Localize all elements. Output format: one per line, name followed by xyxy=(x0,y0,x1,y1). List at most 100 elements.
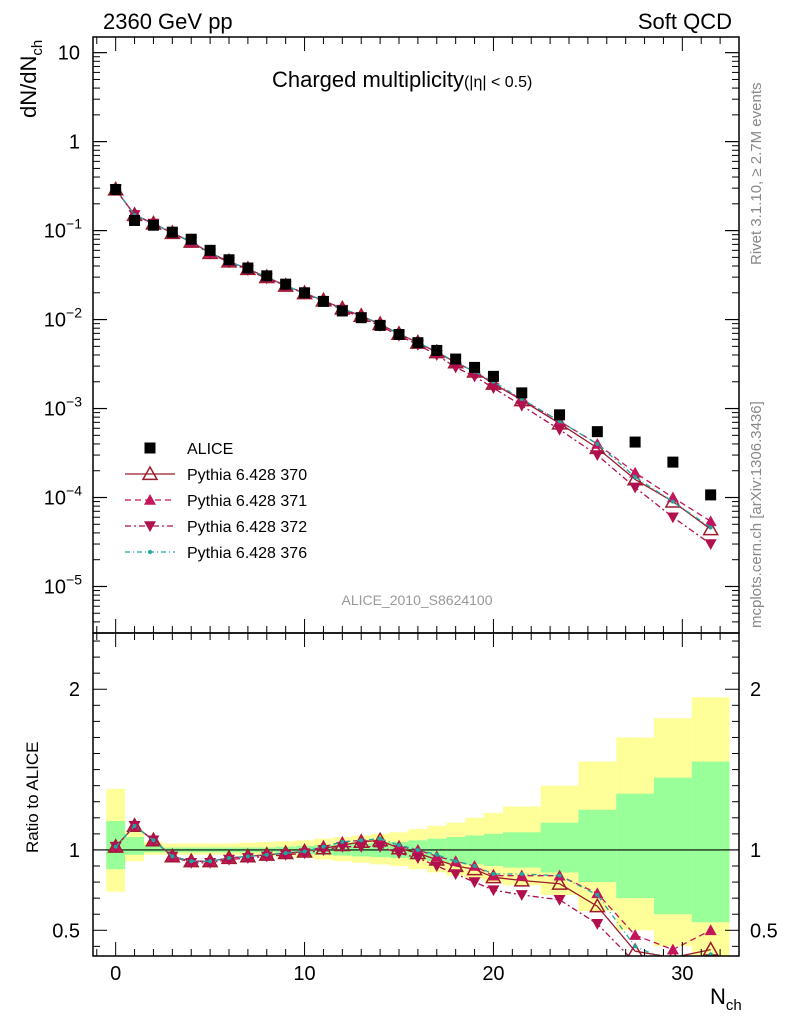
ratio-point-pythia-6-428-372 xyxy=(629,958,641,969)
ratio-band-inner xyxy=(540,822,579,873)
ratio-point-pythia-6-428-372 xyxy=(515,890,528,901)
ratio-point-pythia-6-428-370 xyxy=(589,897,606,913)
analysis-id: ALICE_2010_S8624100 xyxy=(341,592,492,608)
main-point-alice xyxy=(412,337,424,349)
ratio-point-pythia-6-428-376 xyxy=(397,843,401,848)
ratio-point-pythia-6-428-372 xyxy=(374,841,387,853)
main-point-pythia-6-428-372 xyxy=(591,450,604,462)
main-point-alice xyxy=(355,312,367,324)
ratio-point-pythia-6-428-371 xyxy=(666,943,679,955)
ratio-point-pythia-6-428-372 xyxy=(223,854,235,866)
ratio-y-tick-label-right: 1 xyxy=(750,840,761,862)
main-point-pythia-6-428-372 xyxy=(449,362,462,374)
main-y-tick-label: 10−4 xyxy=(44,483,82,510)
main-point-pythia-6-428-376 xyxy=(633,475,638,480)
legend-label: Pythia 6.428 370 xyxy=(187,467,307,484)
main-axes: 10 1 10−1 10−2 10−3 10−4 10−5 xyxy=(44,37,740,634)
ratio-point-pythia-6-428-376 xyxy=(415,847,420,852)
main-point-alice xyxy=(185,233,197,245)
chart-title: Charged multiplicity(|η| < 0.5) xyxy=(272,67,532,92)
x-tick-label: 20 xyxy=(482,963,504,985)
ratio-point-pythia-6-428-376 xyxy=(708,952,713,956)
main-point-alice xyxy=(554,409,566,421)
x-tick-label: 10 xyxy=(293,963,315,985)
ratio-point-pythia-6-428-372 xyxy=(449,869,462,881)
ratio-point-pythia-6-428-371 xyxy=(704,924,717,936)
main-point-pythia-6-428-370 xyxy=(702,520,719,536)
main-point-alice xyxy=(223,254,235,266)
main-point-alice xyxy=(147,219,159,231)
x-tick-label: 30 xyxy=(671,963,693,985)
legend-label: Pythia 6.428 376 xyxy=(187,545,307,562)
ratio-bands xyxy=(106,697,730,956)
main-point-alice xyxy=(110,183,122,195)
ratio-series xyxy=(107,817,719,969)
ratio-point-pythia-6-428-372 xyxy=(317,845,330,856)
header-right: Soft QCD xyxy=(638,9,732,34)
y-axis-label-ratio: Ratio to ALICE xyxy=(23,741,42,853)
main-point-pythia-6-428-376 xyxy=(595,441,600,446)
ratio-point-pythia-6-428-372 xyxy=(553,894,566,906)
ratio-band-inner xyxy=(691,761,730,923)
legend-marker xyxy=(144,521,156,532)
ratio-point-pythia-6-428-371 xyxy=(591,887,604,899)
mcplots-label: mcplots.cern.ch [arXiv:1306.3436] xyxy=(748,401,765,628)
ratio-point-pythia-6-428-376 xyxy=(633,944,638,949)
ratio-point-pythia-6-428-372 xyxy=(411,853,424,864)
ratio-point-pythia-6-428-376 xyxy=(519,872,524,877)
ratio-y-tick-label-left: 2 xyxy=(69,679,80,701)
chart-title-main: Charged multiplicity xyxy=(272,67,464,92)
main-point-pythia-6-428-372 xyxy=(487,383,500,395)
main-y-tick-label: 1 xyxy=(69,132,80,154)
main-point-alice xyxy=(166,226,178,238)
rivet-label: Rivet 3.1.10, ≥ 2.7M events xyxy=(748,83,765,266)
main-point-pythia-6-428-376 xyxy=(670,499,675,504)
main-y-tick-label: 10−1 xyxy=(44,216,82,243)
ratio-point-pythia-6-428-376 xyxy=(557,873,562,878)
main-point-alice xyxy=(393,328,405,340)
main-point-alice xyxy=(129,214,141,226)
ratio-point-pythia-6-428-372 xyxy=(487,885,500,897)
ratio-point-pythia-6-428-376 xyxy=(434,852,439,857)
ratio-point-pythia-6-428-372 xyxy=(336,841,349,853)
ratio-point-pythia-6-428-376 xyxy=(340,839,345,844)
header-left: 2360 GeV pp xyxy=(103,9,233,34)
main-point-pythia-6-428-376 xyxy=(708,525,713,530)
ratio-point-pythia-6-428-372 xyxy=(591,919,604,930)
main-line-pythia-6-428-372 xyxy=(115,189,712,545)
ratio-y-tick-label-left: 0.5 xyxy=(52,920,80,942)
legend-label: Pythia 6.428 372 xyxy=(187,519,307,536)
ratio-band-inner xyxy=(144,845,163,853)
chart-title-suffix: (|η| < 0.5) xyxy=(464,74,532,91)
ratio-point-pythia-6-428-376 xyxy=(264,852,269,857)
main-point-alice xyxy=(450,353,462,365)
ratio-point-pythia-6-428-376 xyxy=(321,844,326,849)
ratio-point-pythia-6-428-372 xyxy=(430,861,443,873)
ratio-point-pythia-6-428-376 xyxy=(208,859,213,864)
main-panel: 10 1 10−1 10−2 10−3 10−4 10−5 Charged multipli… xyxy=(16,36,740,634)
main-point-alice xyxy=(242,262,254,274)
legend-marker xyxy=(144,442,156,454)
main-point-alice xyxy=(705,489,717,501)
ratio-point-pythia-6-428-376 xyxy=(113,844,118,849)
ratio-point-pythia-6-428-376 xyxy=(170,854,175,859)
x-axis-label: Nch xyxy=(710,984,742,1014)
ratio-point-pythia-6-428-372 xyxy=(298,848,311,860)
ratio-point-pythia-6-428-376 xyxy=(132,823,137,828)
main-point-alice xyxy=(280,278,292,290)
main-point-alice xyxy=(591,426,603,438)
main-point-alice xyxy=(204,244,216,256)
ratio-point-pythia-6-428-376 xyxy=(453,859,458,864)
ratio-point-pythia-6-428-376 xyxy=(378,836,383,841)
main-point-pythia-6-428-372 xyxy=(553,424,566,436)
main-point-alice xyxy=(431,344,443,356)
ratio-point-pythia-6-428-376 xyxy=(151,838,156,843)
ratio-line-pythia-6-428-371 xyxy=(115,824,711,951)
main-point-pythia-6-428-372 xyxy=(666,512,679,524)
ratio-point-pythia-6-428-376 xyxy=(189,859,194,864)
legend-label: ALICE xyxy=(187,441,233,458)
main-frame xyxy=(92,36,740,634)
ratio-point-pythia-6-428-370 xyxy=(551,875,568,890)
ratio-point-pythia-6-428-370 xyxy=(627,942,643,956)
